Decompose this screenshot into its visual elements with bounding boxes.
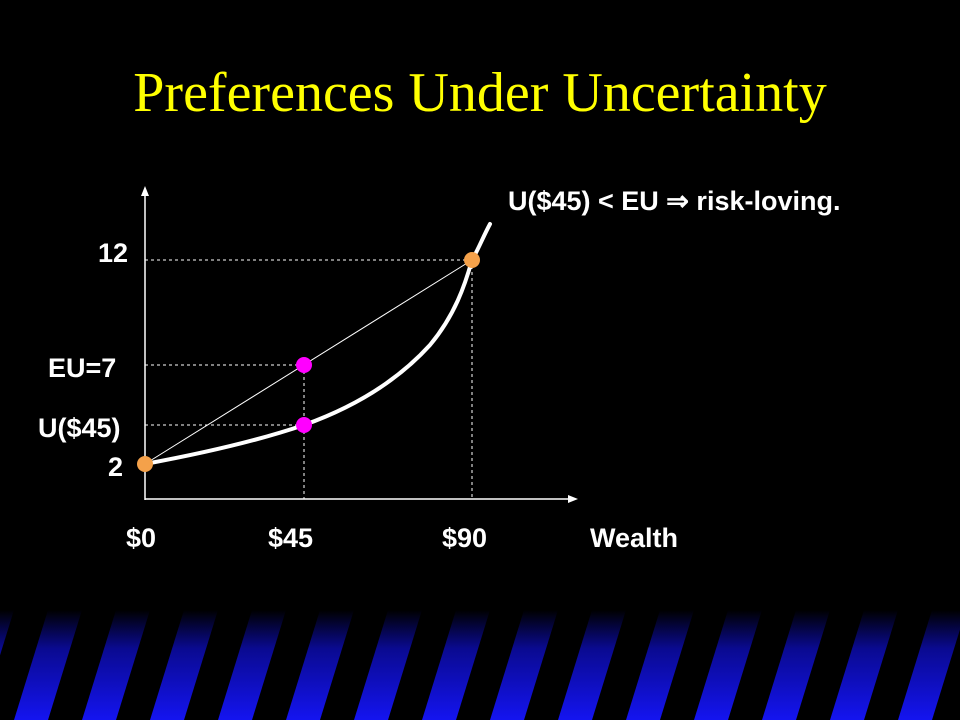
utility-curve (143, 222, 492, 466)
point-expected-utility (296, 357, 312, 373)
y-label-eu: EU=7 (48, 353, 117, 383)
x-axis-label: Wealth (590, 523, 679, 553)
y-label-12: 12 (98, 238, 129, 268)
x-label-0: $0 (126, 523, 157, 553)
y-label-2: 2 (108, 452, 124, 482)
risk-loving-annotation: U($45) < EU ⇒ risk-loving. (508, 186, 841, 216)
x-label-45: $45 (268, 523, 314, 553)
y-label-u45: U($45) (38, 413, 121, 443)
x-label-90: $90 (442, 523, 488, 553)
x-axis-arrow (568, 495, 578, 503)
slide-title: Preferences Under Uncertainty (133, 62, 827, 124)
decorative-stripe-band (0, 610, 960, 720)
point-low-wealth (137, 456, 153, 472)
point-utility-of-45 (296, 417, 312, 433)
y-axis-arrow (141, 186, 149, 196)
point-high-wealth (464, 252, 480, 268)
